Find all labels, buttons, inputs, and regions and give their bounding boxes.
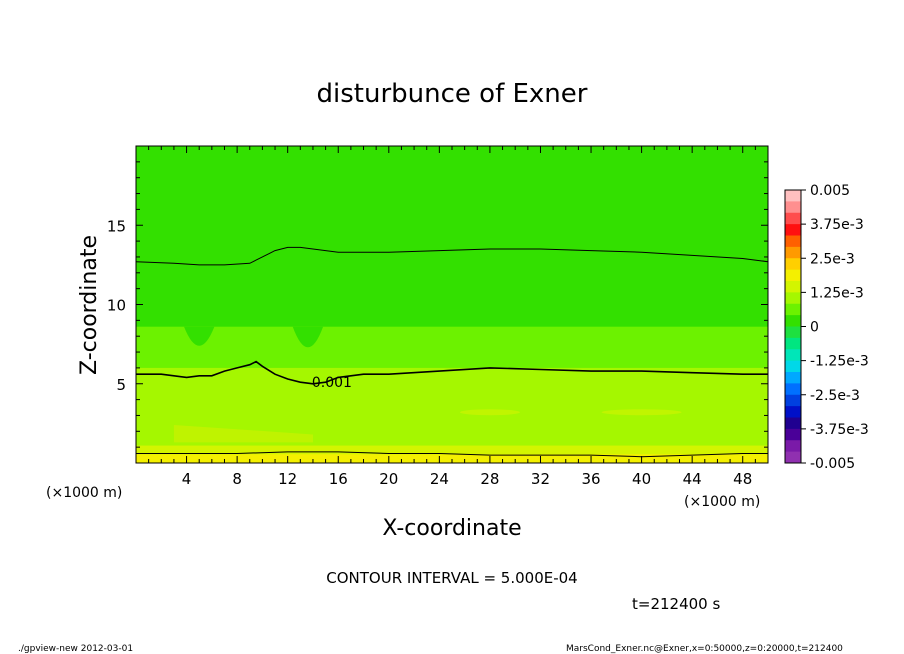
colorbar-swatch — [785, 292, 801, 305]
colorbar-swatch — [785, 349, 801, 362]
y-tick-label: 15 — [107, 217, 126, 235]
colorbar-swatch — [785, 451, 801, 464]
contour-interval-text: CONTOUR INTERVAL = 5.000E-04 — [326, 569, 577, 587]
colorbar-swatch — [785, 360, 801, 373]
fill-band — [136, 454, 768, 463]
y-tick-label: 10 — [107, 297, 126, 315]
contour-line — [136, 451, 768, 458]
x-tick-label: 32 — [531, 470, 550, 488]
y-axis-label: Z-coordinate — [77, 235, 102, 375]
colorbar-swatch — [785, 428, 801, 441]
fill-streak — [601, 409, 682, 416]
colorbar-swatch — [785, 224, 801, 236]
colorbar-swatch — [785, 383, 801, 396]
y-axis-ticks: 5 10 15 — [107, 145, 768, 464]
colorbar-swatch — [785, 269, 801, 282]
x-tick-label: 48 — [733, 470, 752, 488]
x-unit-left: (×1000 m) — [46, 485, 122, 501]
x-axis-ticks: 4 8 12 16 20 24 28 32 36 40 44 48 — [135, 146, 769, 488]
colorbar-swatch — [785, 372, 801, 384]
footer-left: ./gpview-new 2012-03-01 — [18, 644, 133, 654]
fill-dip — [184, 326, 215, 346]
x-tick-label: 28 — [480, 470, 499, 488]
colorbar-label: -2.5e-3 — [810, 388, 860, 404]
colorbar-label: 0 — [810, 320, 819, 336]
colorbar-swatch — [785, 315, 801, 327]
colorbar-swatch — [785, 235, 801, 248]
colorbar-label: 3.75e-3 — [810, 217, 864, 233]
x-tick-label: 12 — [278, 470, 297, 488]
y-tick-label: 5 — [116, 376, 126, 394]
x-tick-label: 44 — [683, 470, 702, 488]
chart-title: disturbunce of Exner — [317, 79, 588, 109]
x-tick-label: 4 — [182, 470, 192, 488]
colorbar-swatch — [785, 337, 801, 350]
colorbar: 0.005 3.75e-3 2.5e-3 1.25e-3 0 -1.25e-3 -2.5e-… — [784, 183, 869, 472]
colorbar-label: 1.25e-3 — [810, 285, 864, 301]
fill-dip — [292, 326, 324, 348]
x-tick-label: 8 — [232, 470, 242, 488]
colorbar-label: -1.25e-3 — [810, 354, 869, 370]
contour-lines: 0.001 — [135, 246, 769, 458]
colorbar-swatch — [785, 258, 801, 271]
colorbar-label: 2.5e-3 — [810, 251, 855, 267]
colorbar-swatch — [785, 190, 801, 202]
colorbar-swatch — [785, 394, 801, 407]
colorbar-swatch — [785, 281, 801, 293]
colorbar-swatch — [785, 440, 801, 453]
colorbar-label: -3.75e-3 — [810, 422, 869, 438]
colorbar-swatch — [785, 303, 801, 316]
colorbar-label: -0.005 — [810, 456, 855, 472]
time-text: t=212400 s — [632, 595, 720, 613]
footer-right: MarsCond_Exner.nc@Exner,x=0:50000,z=0:20… — [566, 644, 843, 654]
fill-streak — [459, 409, 520, 416]
contour-line — [136, 360, 768, 385]
colorbar-swatch — [785, 326, 801, 339]
x-unit-right: (×1000 m) — [684, 494, 760, 510]
colorbar-swatch — [785, 201, 801, 214]
x-tick-label: 16 — [329, 470, 348, 488]
colorbar-label: 0.005 — [810, 183, 850, 199]
colorbar-swatch — [785, 406, 801, 418]
x-axis-label: X-coordinate — [382, 516, 521, 541]
fill-streak — [173, 424, 313, 443]
x-tick-label: 40 — [632, 470, 651, 488]
x-tick-label: 20 — [379, 470, 398, 488]
contour-line — [135, 246, 769, 266]
colorbar-swatch — [785, 246, 801, 259]
contour-label: 0.001 — [312, 375, 352, 391]
colorbar-swatch — [785, 417, 801, 430]
x-tick-label: 36 — [581, 470, 600, 488]
x-tick-label: 24 — [430, 470, 449, 488]
contour-fills — [136, 146, 768, 463]
colorbar-swatch — [785, 212, 801, 225]
